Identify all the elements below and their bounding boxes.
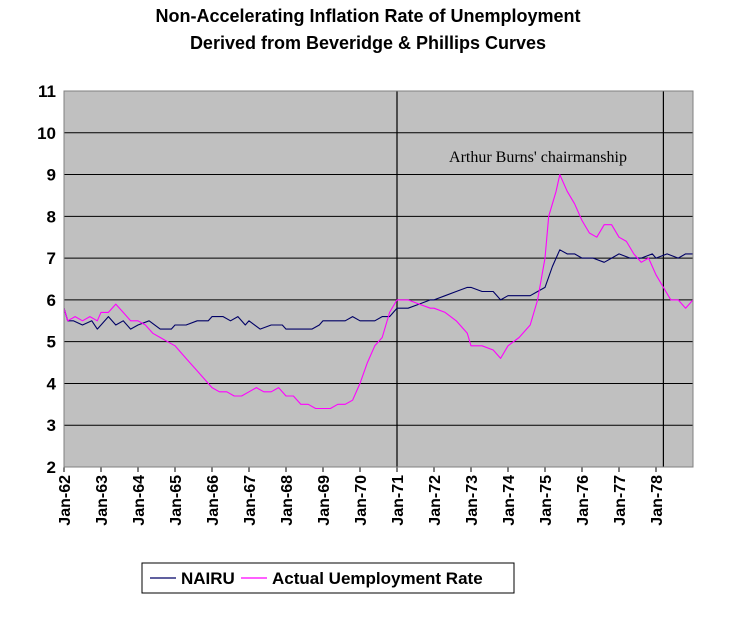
chart-subtitle: Derived from Beveridge & Phillips Curves [190,33,546,53]
y-axis-ticks: 2 3 4 5 6 7 8 9 10 11 [37,82,56,477]
x-tick-label: Jan-73 [464,475,481,526]
legend-label-nairu: NAIRU [181,569,235,588]
series-line-actual [63,174,694,410]
y-tick-label: 8 [47,207,56,226]
y-tick-label: 2 [47,458,56,477]
x-tick-label: Jan-77 [612,475,629,526]
legend: NAIRU Actual Uemployment Rate [141,562,515,594]
y-tick-label: 7 [47,249,56,268]
x-tick-label: Jan-71 [390,475,407,526]
legend-label-actual: Actual Uemployment Rate [272,569,483,588]
x-tick-label: Jan-74 [501,475,518,526]
y-tick-label: 11 [38,82,56,101]
x-tick-label: Jan-64 [131,475,148,526]
y-tick-label: 9 [47,166,56,185]
y-tick-label: 4 [47,374,57,393]
x-tick-label: Jan-75 [538,475,555,526]
y-tick-label: 6 [47,291,56,310]
x-tick-label: Jan-78 [649,475,666,526]
chart-annotation: Arthur Burns' chairmanship [449,149,627,166]
x-axis-ticks: Jan-62 Jan-63 Jan-64 Jan-65 Jan-66 Jan-67 Jan-… [57,467,666,526]
x-tick-label: Jan-63 [94,475,111,526]
x-tick-label: Jan-72 [427,475,444,526]
legend-box [141,562,515,594]
x-tick-label: Jan-69 [316,475,333,526]
series-line-nairu [63,249,693,330]
y-tick-label: 10 [37,124,56,143]
vertical-markers [396,91,665,467]
plot-border [63,90,694,468]
y-tick-label: 5 [47,333,56,352]
x-tick-label: Jan-76 [575,475,592,526]
series-layer [63,174,694,410]
x-tick-label: Jan-70 [353,475,370,526]
x-tick-label: Jan-68 [279,475,296,526]
chart-title: Non-Accelerating Inflation Rate of Unemp… [155,6,580,26]
x-tick-label: Jan-65 [168,475,185,526]
plot-area [63,90,694,468]
y-tick-label: 3 [47,416,56,435]
x-tick-label: Jan-66 [205,475,222,526]
x-tick-label: Jan-62 [57,475,74,526]
x-tick-label: Jan-67 [242,475,259,526]
